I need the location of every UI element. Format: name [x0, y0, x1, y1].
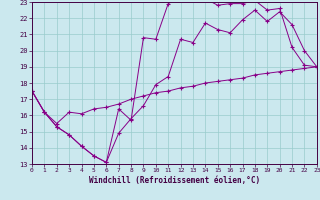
X-axis label: Windchill (Refroidissement éolien,°C): Windchill (Refroidissement éolien,°C): [89, 176, 260, 185]
